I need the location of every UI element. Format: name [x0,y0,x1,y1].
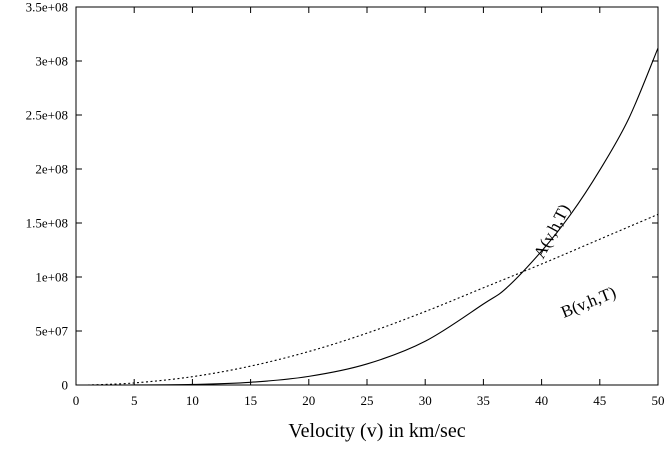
series-line-a [87,47,659,386]
x-tick-label: 30 [419,393,432,408]
y-tick-label: 5e+07 [35,324,68,339]
y-tick-label: 1e+08 [35,270,68,285]
plot-frame [75,6,659,386]
y-tick-label: 2e+08 [35,162,68,177]
x-tick-label: 10 [186,393,199,408]
annotation-layer: A(v,h,T) B(v,h,T) [530,201,619,322]
x-tick-label: 20 [302,393,315,408]
x-tick-label: 0 [73,393,80,408]
y-tick-label: 1.5e+08 [26,216,68,231]
x-tick-label: 35 [477,393,490,408]
x-tick-label: 50 [652,393,665,408]
x-axis-ticks: 0 5 10 15 20 25 30 35 40 45 50 [73,7,665,408]
x-axis-title: Velocity (v) in km/sec [288,420,465,442]
x-tick-label: 45 [593,393,606,408]
x-tick-label: 25 [361,393,374,408]
x-tick-label: 5 [131,393,138,408]
x-tick-label: 15 [244,393,257,408]
curve-label-b: B(v,h,T) [558,283,618,322]
y-tick-label: 2.5e+08 [26,108,68,123]
y-tick-label: 3.5e+08 [26,0,68,15]
x-tick-label: 40 [535,393,548,408]
series-line-b [87,213,659,386]
series-layer [87,47,659,386]
y-tick-label: 3e+08 [35,54,68,69]
curve-label-a: A(v,h,T) [530,201,574,261]
y-tick-label: 0 [62,378,69,393]
y-axis-ticks: 0 5e+07 1e+08 1.5e+08 2e+08 2.5e+08 3e+08 3.5e+… [26,0,658,393]
